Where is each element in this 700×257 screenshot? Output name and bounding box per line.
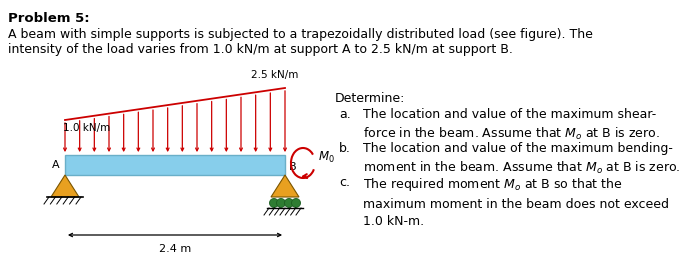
FancyBboxPatch shape <box>65 155 285 175</box>
Text: $M_0$: $M_0$ <box>318 150 335 165</box>
Polygon shape <box>271 175 299 197</box>
Text: B: B <box>289 162 297 172</box>
Text: Problem 5:: Problem 5: <box>8 12 90 25</box>
Text: A beam with simple supports is subjected to a trapezoidally distributed load (se: A beam with simple supports is subjected… <box>8 28 593 41</box>
Text: The location and value of the maximum shear-
force in the beam. Assume that $M_o: The location and value of the maximum sh… <box>363 108 660 142</box>
Text: intensity of the load varies from 1.0 kN/m at support A to 2.5 kN/m at support B: intensity of the load varies from 1.0 kN… <box>8 43 513 56</box>
Circle shape <box>291 198 300 207</box>
Text: A: A <box>52 160 60 170</box>
Text: a.: a. <box>339 108 351 121</box>
Text: c.: c. <box>339 176 350 189</box>
Text: 1.0 kN/m: 1.0 kN/m <box>63 123 111 133</box>
Polygon shape <box>51 175 79 197</box>
Text: 2.5 kN/m: 2.5 kN/m <box>251 70 299 80</box>
Circle shape <box>276 198 286 207</box>
Text: The location and value of the maximum bending-
moment in the beam. Assume that $: The location and value of the maximum be… <box>363 142 680 177</box>
Circle shape <box>270 198 279 207</box>
Text: The required moment $M_o$ at B so that the
maximum moment in the beam does not e: The required moment $M_o$ at B so that t… <box>363 176 669 228</box>
Text: Determine:: Determine: <box>335 92 405 105</box>
Circle shape <box>284 198 293 207</box>
Text: b.: b. <box>339 142 351 155</box>
Text: 2.4 m: 2.4 m <box>159 244 191 254</box>
